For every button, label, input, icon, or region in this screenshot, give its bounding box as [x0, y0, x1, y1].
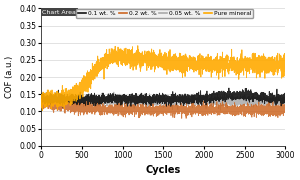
Legend: 0.1 wt. %, 0.2 wt. %, 0.05 wt. %, Pure mineral: 0.1 wt. %, 0.2 wt. %, 0.05 wt. %, Pure m… — [76, 8, 254, 18]
Y-axis label: COF (a.u.): COF (a.u.) — [5, 56, 14, 98]
Text: Chart Area: Chart Area — [43, 10, 76, 15]
X-axis label: Cycles: Cycles — [146, 165, 181, 175]
